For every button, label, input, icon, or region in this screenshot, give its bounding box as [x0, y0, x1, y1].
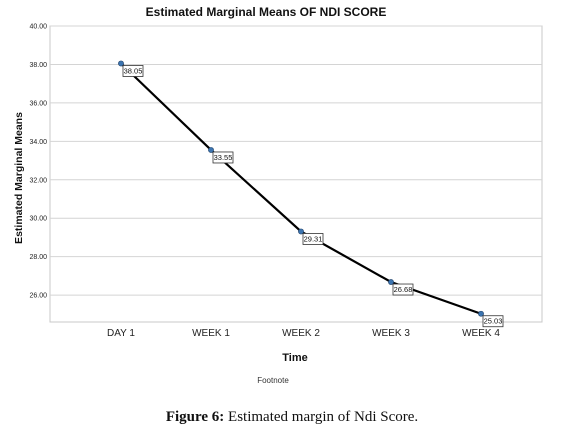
chart-title: Estimated Marginal Means OF NDI SCORE [146, 5, 387, 19]
data-point-marker [118, 60, 124, 67]
x-axis-label: Time [282, 352, 307, 364]
data-point-marker [208, 147, 214, 153]
data-label-box [302, 233, 324, 245]
data-label-box [122, 65, 144, 77]
y-tick-label: 26.00 [29, 293, 47, 300]
series-line-group: 38.05 33.55 29.31 26.68 25.03 [118, 60, 504, 328]
figure-caption: Figure 6: Estimated margin of Ndi Score. [166, 409, 418, 425]
y-axis-label: Estimated Marginal Means [13, 112, 25, 244]
caption-label: Figure 6: [166, 409, 224, 425]
series-line [120, 62, 482, 315]
data-label-box [392, 283, 414, 296]
footnote: Footnote [257, 376, 289, 385]
x-tick-label: WEEK 2 [282, 328, 320, 339]
data-label: 29.31 [304, 234, 323, 243]
y-tick-label: 30.00 [29, 216, 47, 223]
data-label: 26.68 [394, 285, 413, 294]
data-label-box [212, 151, 234, 164]
y-tick-label: 36.00 [29, 100, 47, 107]
x-tick-label: DAY 1 [107, 328, 135, 339]
y-axis-ticks: 40.00 38.00 36.00 34.00 32.00 30.00 28.00 26.00 [29, 24, 47, 300]
gridlines [50, 25, 542, 296]
y-tick-label: 38.00 [29, 62, 47, 69]
data-point-marker [388, 279, 394, 285]
y-tick-label: 28.00 [29, 254, 47, 261]
data-point-marker [478, 310, 484, 317]
data-label: 38.05 [124, 66, 143, 75]
data-label: 33.55 [214, 153, 233, 162]
y-tick-label: 34.00 [29, 139, 47, 146]
data-label: 25.03 [484, 317, 503, 326]
data-point-marker [298, 228, 304, 235]
y-tick-label: 32.00 [29, 177, 47, 184]
x-tick-label: WEEK 1 [192, 328, 230, 339]
x-tick-label: WEEK 4 [462, 328, 500, 339]
y-tick-label: 40.00 [29, 24, 47, 31]
caption-text: Estimated margin of Ndi Score. [224, 409, 418, 425]
data-label-box [482, 315, 504, 328]
x-axis-ticks: DAY 1 WEEK 1 WEEK 2 WEEK 3 WEEK 4 [107, 328, 500, 339]
x-tick-label: WEEK 3 [372, 328, 410, 339]
